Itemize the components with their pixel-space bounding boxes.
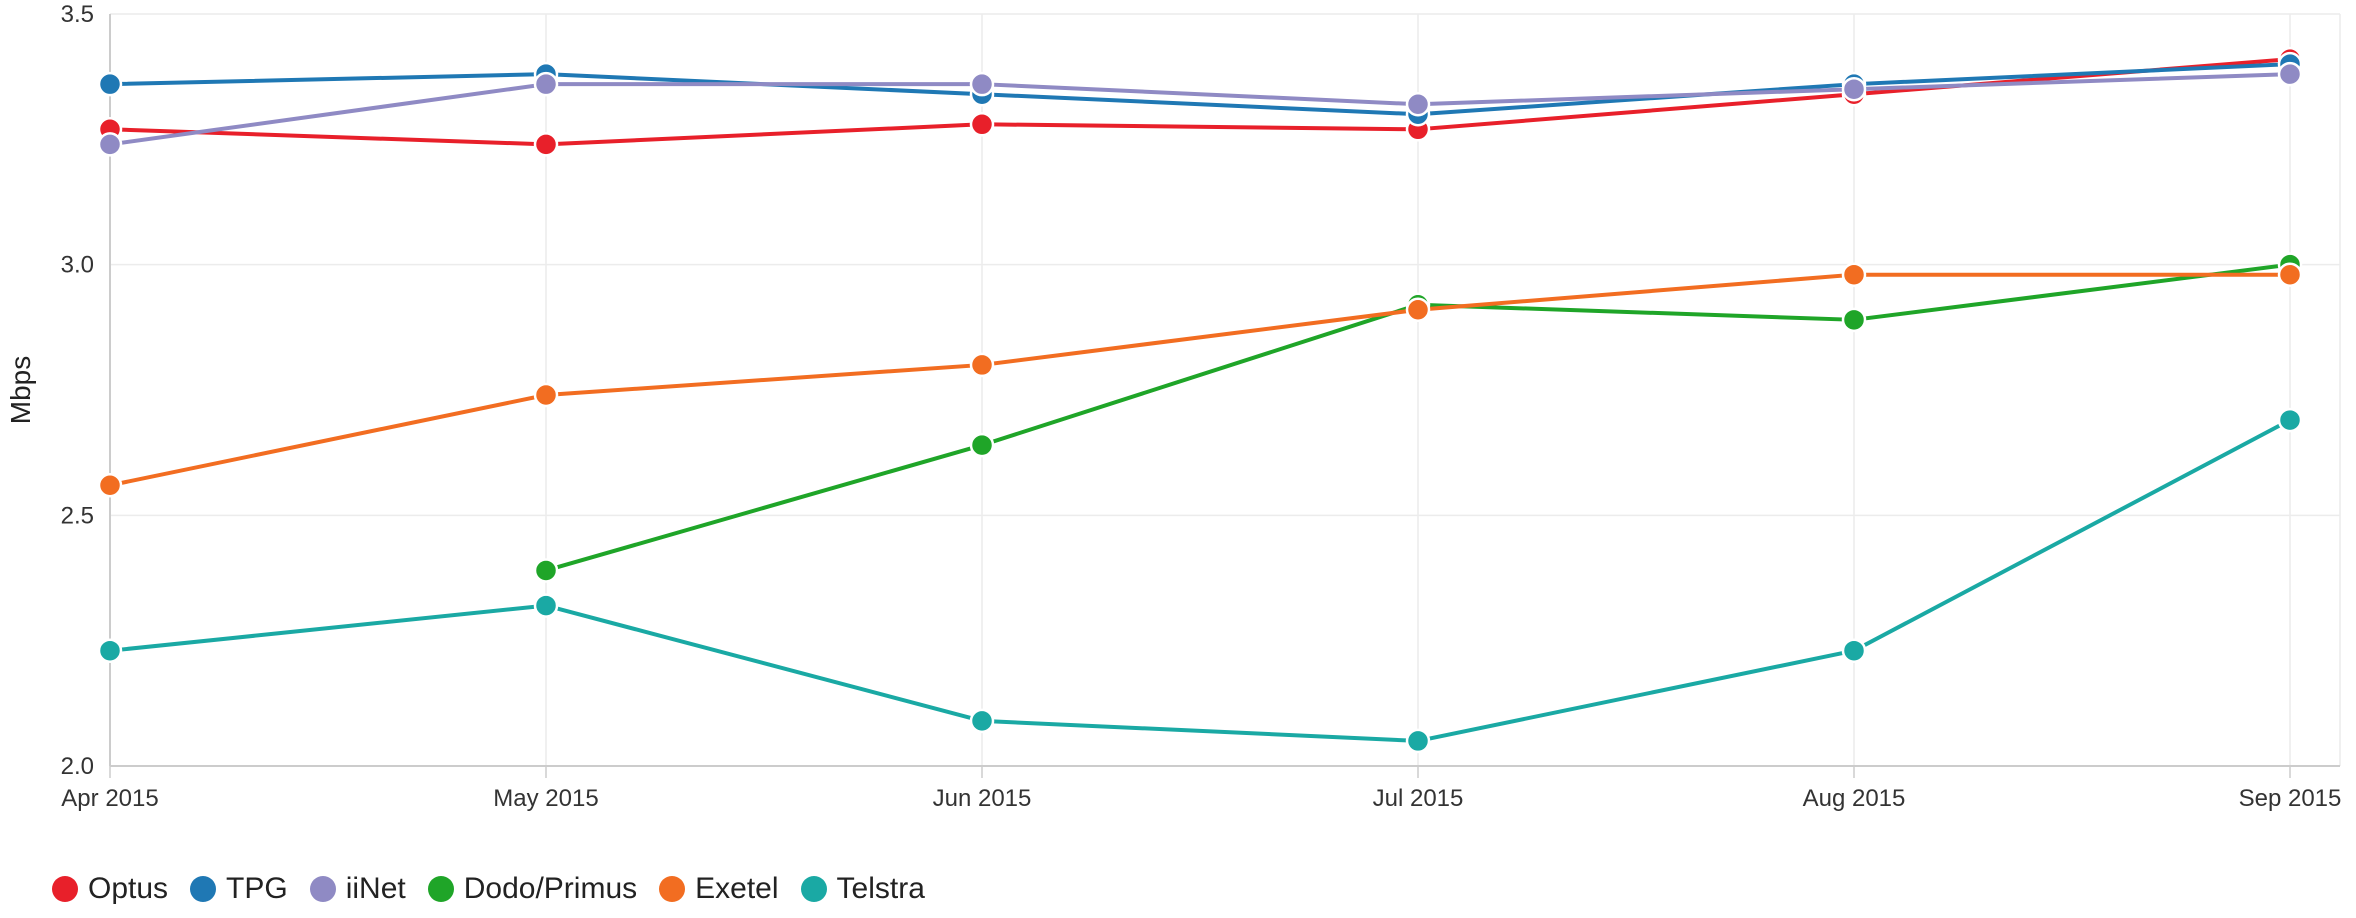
data-point-optus[interactable] bbox=[969, 112, 995, 137]
series-points bbox=[97, 46, 2303, 754]
data-point-dodo-primus[interactable] bbox=[1841, 307, 1867, 333]
data-point-exetel[interactable] bbox=[2277, 262, 2303, 287]
legend-swatch bbox=[52, 876, 78, 902]
data-point-iinet[interactable] bbox=[97, 132, 123, 157]
y-tick-label: 2.0 bbox=[61, 753, 94, 780]
legend-label: iiNet bbox=[345, 872, 406, 905]
series-line-iinet bbox=[109, 72, 2291, 147]
data-point-iinet[interactable] bbox=[1405, 91, 1431, 117]
axes: 2.0 2.5 3.0 3.5 Apr 2015 May 2015 Jun 2015 Jul … bbox=[61, 1, 2342, 812]
data-point-telstra[interactable] bbox=[533, 593, 559, 618]
legend-item-iinet[interactable]: iiNet bbox=[309, 872, 406, 906]
series-line-exetel bbox=[109, 272, 2290, 488]
data-point-telstra[interactable] bbox=[969, 708, 995, 734]
series-line-telstra bbox=[109, 418, 2291, 743]
x-tick-label: Jul 2015 bbox=[1373, 785, 1464, 812]
data-point-telstra[interactable] bbox=[2277, 407, 2303, 433]
legend-label: Exetel bbox=[695, 872, 779, 905]
data-point-exetel[interactable] bbox=[1841, 262, 1867, 287]
legend-item-telstra[interactable]: Telstra bbox=[800, 872, 925, 906]
data-point-exetel[interactable] bbox=[969, 352, 995, 378]
legend-item-optus[interactable]: Optus bbox=[52, 872, 168, 906]
legend-swatch bbox=[309, 876, 336, 902]
legend-item-tpg[interactable]: TPG bbox=[190, 872, 288, 906]
x-tick-label: Sep 2015 bbox=[2239, 785, 2342, 812]
legend-swatch bbox=[659, 876, 686, 902]
y-tick-label: 3.0 bbox=[61, 252, 94, 279]
series-line-tpg bbox=[109, 62, 2291, 117]
data-point-iinet[interactable] bbox=[2277, 61, 2303, 87]
series-lines bbox=[109, 57, 2291, 743]
data-point-dodo-primus[interactable] bbox=[969, 432, 995, 458]
data-point-iinet[interactable] bbox=[969, 71, 995, 97]
legend-label: TPG bbox=[226, 872, 288, 905]
y-axis-title: Mbps bbox=[5, 356, 36, 424]
data-point-dodo-primus[interactable] bbox=[533, 558, 559, 583]
legend-label: Dodo/Primus bbox=[463, 872, 638, 905]
data-point-tpg[interactable] bbox=[97, 71, 123, 97]
series-line-optus bbox=[109, 57, 2291, 147]
legend-item-exetel[interactable]: Exetel bbox=[659, 872, 779, 906]
data-point-optus[interactable] bbox=[533, 132, 559, 157]
legend-item-dodo-primus[interactable]: Dodo/Primus bbox=[427, 872, 638, 906]
data-point-iinet[interactable] bbox=[1841, 76, 1867, 102]
data-point-exetel[interactable] bbox=[1405, 297, 1431, 323]
legend-label: Optus bbox=[88, 872, 169, 905]
legend: Optus TPG iiNet Dodo/Primus Exetel Telstra bbox=[52, 872, 925, 906]
x-tick-label: Aug 2015 bbox=[1803, 785, 1906, 812]
x-tick-label: Apr 2015 bbox=[61, 785, 158, 812]
y-tick-label: 3.5 bbox=[61, 1, 94, 28]
legend-swatch bbox=[427, 876, 454, 902]
data-point-exetel[interactable] bbox=[533, 382, 559, 408]
x-tick-label: May 2015 bbox=[493, 785, 598, 812]
data-point-telstra[interactable] bbox=[1405, 728, 1431, 754]
legend-swatch bbox=[190, 876, 217, 902]
legend-swatch bbox=[800, 876, 827, 902]
x-tick-label: Jun 2015 bbox=[933, 785, 1032, 812]
legend-label: Telstra bbox=[836, 872, 925, 905]
y-tick-label: 2.5 bbox=[61, 502, 94, 529]
data-point-exetel[interactable] bbox=[97, 473, 123, 498]
data-point-telstra[interactable] bbox=[97, 638, 123, 663]
data-point-iinet[interactable] bbox=[533, 71, 559, 97]
data-point-telstra[interactable] bbox=[1841, 638, 1867, 663]
